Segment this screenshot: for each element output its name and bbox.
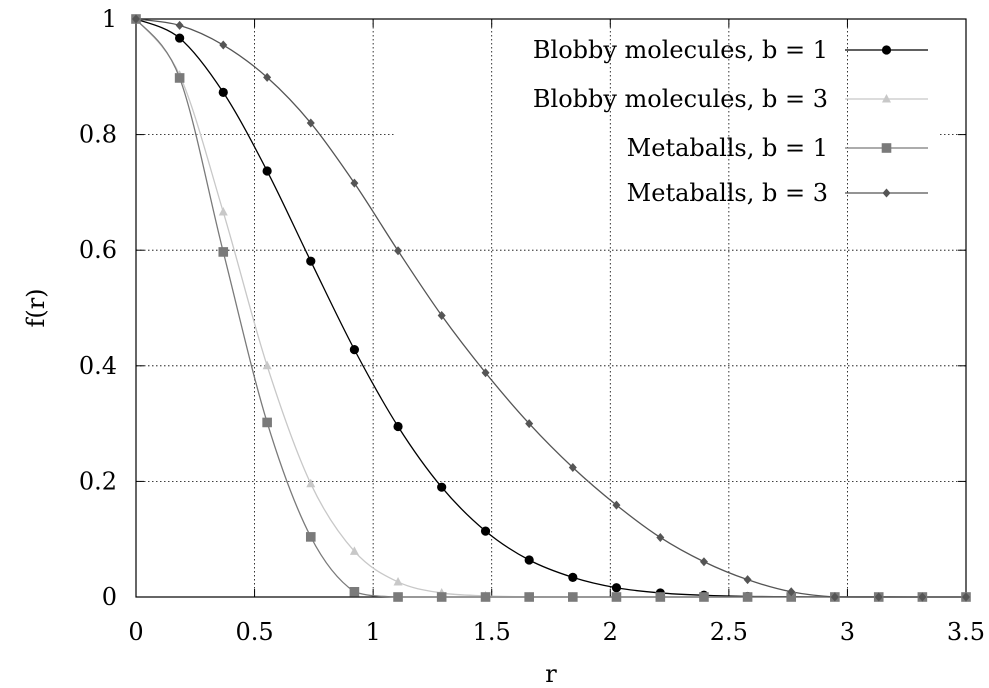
data-point-metaballs-b-1 [786, 592, 797, 602]
data-point-metaballs-b-3 [219, 40, 228, 50]
data-point-blobby-molecules-b-1 [262, 166, 272, 176]
y-tick-label: 0.8 [79, 121, 117, 149]
data-point-metaballs-b-1 [699, 592, 709, 602]
data-point-metaballs-b-1 [655, 592, 666, 602]
data-point-blobby-molecules-b-1 [393, 421, 403, 432]
data-point-metaballs-b-1 [742, 592, 753, 602]
data-point-metaballs-b-3 [394, 246, 403, 256]
data-point-metaballs-b-3 [525, 419, 534, 429]
legend-label-blobby-molecules-b-3: Blobby molecules, b = 3 [533, 85, 828, 113]
x-axis-label: r [545, 660, 557, 688]
legend: Blobby molecules, b = 1 Blobby molecules,… [533, 36, 928, 207]
data-point-metaballs-b-1 [436, 592, 447, 602]
data-point-metaballs-b-1 [480, 592, 491, 602]
legend-marker-blobby-molecules-b-3 [882, 94, 891, 103]
data-point-metaballs-b-1 [349, 586, 360, 597]
data-point-metaballs-b-3 [962, 592, 970, 602]
data-point-blobby-molecules-b-1 [349, 345, 360, 355]
data-point-blobby-molecules-b-3 [306, 478, 316, 488]
x-tick-label: 3.5 [947, 618, 985, 646]
data-point-blobby-molecules-b-1 [480, 526, 491, 536]
data-point-metaballs-b-3 [743, 575, 752, 585]
data-point-metaballs-b-1 [393, 592, 403, 602]
legend-marker-metaballs-b-3 [882, 188, 891, 198]
data-point-metaballs-b-3 [918, 592, 927, 602]
data-point-blobby-molecules-b-3 [393, 576, 403, 586]
data-point-blobby-molecules-b-3 [349, 546, 359, 555]
axes: 0 0.5 1 1.5 2 2.5 3 3.5 0 0.2 0.4 0.6 0.8 1 [79, 5, 985, 646]
legend-label-blobby-molecules-b-1: Blobby molecules, b = 1 [533, 36, 828, 64]
data-point-metaballs-b-1 [568, 592, 578, 602]
x-tick-label: 3 [840, 618, 855, 646]
data-point-metaballs-b-3 [263, 72, 272, 82]
y-tick-label: 0.4 [79, 352, 117, 380]
data-point-metaballs-b-1 [524, 592, 534, 602]
data-point-metaballs-b-1 [611, 592, 622, 602]
data-point-metaballs-b-3 [612, 500, 621, 510]
series-line-metaballs-b-1 [135, 18, 966, 598]
data-point-metaballs-b-1 [218, 247, 229, 257]
x-tick-label: 2 [603, 618, 618, 646]
data-point-metaballs-b-3 [306, 118, 315, 128]
data-point-blobby-molecules-b-1 [306, 256, 316, 266]
data-point-blobby-molecules-b-1 [218, 87, 228, 98]
data-point-blobby-molecules-b-1 [437, 482, 447, 492]
data-point-metaballs-b-3 [787, 587, 796, 597]
legend-marker-blobby-molecules-b-1 [881, 45, 892, 55]
data-point-blobby-molecules-b-1 [175, 33, 185, 43]
legend-marker-metaballs-b-1 [881, 143, 892, 153]
data-point-metaballs-b-3 [656, 532, 665, 542]
data-point-metaballs-b-3 [568, 463, 577, 473]
data-point-metaballs-b-1 [174, 73, 185, 83]
legend-label-metaballs-b-1: Metaballs, b = 1 [627, 134, 828, 162]
legend-label-metaballs-b-3: Metaballs, b = 3 [627, 179, 828, 207]
data-point-metaballs-b-3 [437, 311, 446, 321]
data-point-blobby-molecules-b-3 [262, 360, 272, 370]
data-point-metaballs-b-3 [350, 178, 359, 188]
data-point-metaballs-b-3 [699, 557, 708, 567]
y-tick-label: 1 [102, 5, 117, 33]
data-point-blobby-molecules-b-3 [218, 207, 228, 216]
x-tick-label: 1.5 [473, 618, 511, 646]
y-tick-label: 0.2 [79, 467, 117, 495]
data-point-blobby-molecules-b-1 [524, 555, 534, 565]
x-tick-label: 0 [128, 618, 143, 646]
data-point-metaballs-b-3 [874, 592, 883, 602]
x-tick-label: 1 [366, 618, 381, 646]
y-tick-label: 0 [102, 583, 117, 611]
data-point-blobby-molecules-b-1 [611, 583, 622, 593]
x-tick-label: 2.5 [710, 618, 748, 646]
y-tick-label: 0.6 [79, 236, 117, 264]
series-markers [131, 14, 971, 602]
data-point-metaballs-b-3 [481, 368, 490, 378]
grid-lines [136, 19, 966, 597]
series-line-metaballs-b-3 [135, 18, 966, 598]
data-point-metaballs-b-1 [305, 532, 316, 542]
y-axis-label: f(r) [22, 288, 50, 327]
data-point-metaballs-b-1 [262, 417, 272, 428]
data-point-blobby-molecules-b-1 [568, 572, 578, 582]
data-point-metaballs-b-3 [175, 20, 184, 30]
data-point-metaballs-b-3 [830, 592, 839, 602]
data-point-metaballs-b-3 [132, 14, 140, 24]
x-tick-label: 0.5 [235, 618, 273, 646]
